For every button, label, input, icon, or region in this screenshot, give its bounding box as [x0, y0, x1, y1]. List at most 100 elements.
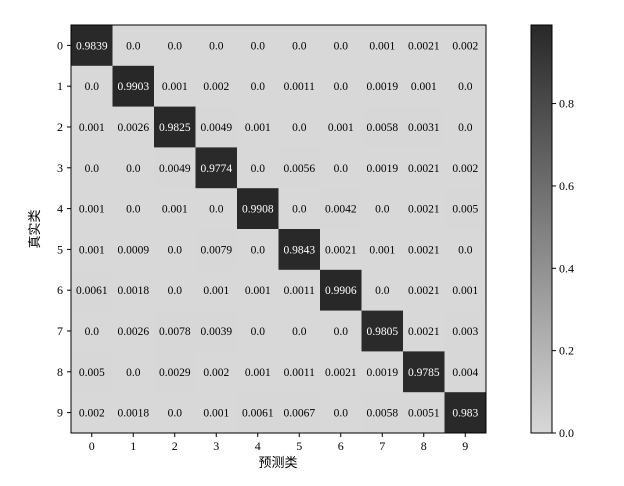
heatmap-cell	[195, 147, 238, 189]
cell-value-label: 0.9825	[159, 122, 191, 134]
cell-value-label: 0.001	[162, 81, 188, 93]
heatmap-cell	[195, 310, 238, 352]
cell-value-label: 0.001	[79, 204, 105, 216]
heatmap-cell	[444, 392, 487, 434]
cell-value-label: 0.0	[375, 204, 390, 216]
x-tick-label: 2	[172, 439, 178, 453]
heatmap-cell	[237, 310, 279, 352]
heatmap-cell	[237, 25, 279, 67]
cell-value-label: 0.002	[452, 163, 478, 175]
heatmap-cell	[444, 65, 487, 107]
cell-value-label: 0.002	[203, 367, 229, 379]
heatmap-cell	[112, 65, 155, 107]
plot-frame	[70, 24, 487, 434]
cell-value-label: 0.0009	[117, 244, 149, 256]
heatmap-cell	[71, 310, 113, 352]
heatmap-cell	[237, 229, 279, 271]
cell-value-label: 0.9906	[325, 285, 357, 297]
cell-value-label: 0.0	[85, 81, 100, 93]
cell-value-label: 0.0021	[408, 326, 440, 338]
heatmap-cell	[71, 25, 113, 67]
heatmap-cell	[320, 106, 362, 148]
heatmap-cell	[361, 351, 404, 393]
heatmap-cell	[444, 147, 487, 189]
heatmap-cell	[71, 269, 113, 311]
cell-value-label: 0.0	[292, 40, 307, 52]
x-tick-label: 6	[338, 439, 344, 453]
x-axis-label: 预测类	[258, 455, 297, 470]
cell-value-label: 0.005	[79, 367, 105, 379]
cell-value-label: 0.0021	[325, 244, 357, 256]
colorbar-tick-label: 0.8	[559, 97, 574, 111]
heatmap-cell	[444, 269, 487, 311]
colorbar-ticks: 0.0 0.2 0.4 0.6 0.8	[552, 97, 574, 440]
heatmap-cell	[71, 147, 113, 189]
cell-value-label: 0.0056	[283, 163, 315, 175]
heatmap-cell	[154, 188, 196, 230]
cell-value-label: 0.0	[251, 244, 266, 256]
cell-value-label: 0.001	[452, 285, 478, 297]
heatmap-cell	[444, 106, 487, 148]
cell-value-label: 0.005	[452, 204, 478, 216]
cell-value-label: 0.0026	[117, 122, 149, 134]
cell-value-label: 0.002	[79, 408, 105, 420]
cell-value-label: 0.0	[126, 40, 141, 52]
heatmap-cell	[71, 188, 113, 230]
heatmap-cell	[278, 351, 321, 393]
cell-value-label: 0.0	[168, 244, 183, 256]
heatmap-cell	[195, 25, 238, 67]
cell-value-label: 0.0	[334, 163, 349, 175]
cell-value-label: 0.0061	[76, 285, 108, 297]
heatmap-cell	[112, 310, 155, 352]
x-tick-label: 8	[421, 439, 427, 453]
cell-value-label: 0.001	[162, 204, 188, 216]
cell-value-label: 0.001	[245, 285, 271, 297]
cell-value-label: 0.9805	[366, 326, 398, 338]
cell-value-label: 0.0	[168, 285, 183, 297]
cell-value-label: 0.002	[452, 40, 478, 52]
heatmap-cell	[444, 229, 487, 271]
cell-value-label: 0.0	[126, 163, 141, 175]
cell-value-label: 0.0	[292, 122, 307, 134]
heatmap-cell	[112, 269, 155, 311]
y-tick-label: 7	[57, 324, 63, 338]
heatmap-cell	[112, 106, 155, 148]
cell-value-label: 0.0018	[117, 408, 149, 420]
cell-value-label: 0.0	[292, 326, 307, 338]
cell-value-label: 0.0	[251, 326, 266, 338]
heatmap-cell	[278, 65, 321, 107]
cell-value-label: 0.0051	[408, 408, 440, 420]
heatmap-cell	[154, 65, 196, 107]
cell-value-label: 0.0026	[117, 326, 149, 338]
heatmap-cell	[278, 310, 321, 352]
cell-value-label: 0.001	[369, 40, 395, 52]
cell-value-label: 0.0019	[366, 367, 398, 379]
heatmap-cell	[320, 25, 362, 67]
heatmap-cell	[154, 351, 196, 393]
cell-value-label: 0.001	[79, 122, 105, 134]
y-tick-label: 9	[57, 406, 63, 420]
cell-value-label: 0.0042	[325, 204, 357, 216]
heatmap-cell	[195, 65, 238, 107]
cell-value-label: 0.0	[168, 40, 183, 52]
cell-value-label: 0.0	[251, 81, 266, 93]
cell-value-label: 0.9908	[242, 204, 274, 216]
heatmap-cell	[112, 25, 155, 67]
colorbar-tick-label: 0.0	[559, 426, 574, 440]
heatmap-cell	[237, 392, 279, 434]
cell-value-label: 0.004	[452, 367, 478, 379]
heatmap-cell	[195, 351, 238, 393]
cell-value-label: 0.9839	[76, 40, 108, 52]
cell-value-label: 0.0021	[325, 367, 357, 379]
cell-value-label: 0.0	[251, 163, 266, 175]
heatmap-cell	[361, 310, 404, 352]
cell-value-label: 0.0	[209, 204, 224, 216]
heatmap-cell	[195, 392, 238, 434]
heatmap-cell	[403, 269, 445, 311]
axis-ticks: 0 1 2 3 4 5 6 7 8 9 0 1 2 3 4 5 6 7 8 9	[57, 38, 468, 453]
y-tick-label: 3	[57, 161, 63, 175]
heatmap-cell	[154, 310, 196, 352]
y-tick-label: 8	[57, 365, 63, 379]
heatmap-cell	[361, 392, 404, 434]
x-tick-label: 9	[462, 439, 468, 453]
